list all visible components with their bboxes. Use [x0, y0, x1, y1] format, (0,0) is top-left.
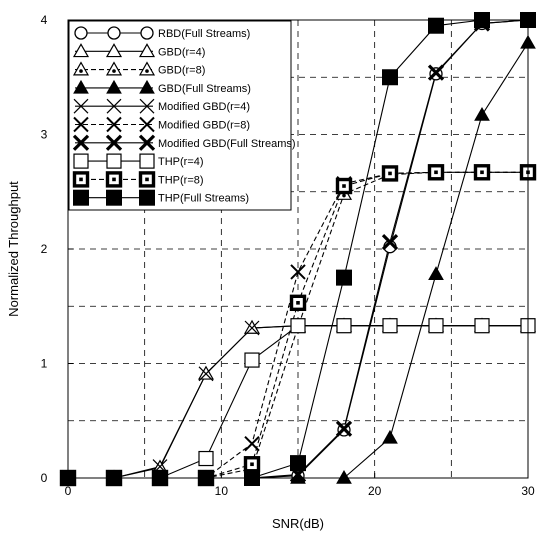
data-point-marker: [73, 116, 89, 133]
data-point-marker: [74, 26, 88, 40]
x-tick-label: 0: [65, 484, 72, 498]
data-point-marker: [243, 456, 261, 473]
data-point-marker: [139, 98, 155, 114]
data-point-marker: [382, 69, 398, 86]
data-point-marker: [290, 264, 306, 280]
legend-label: GBD(r=8): [158, 65, 205, 77]
data-point-marker: [474, 318, 490, 334]
data-point-marker: [382, 429, 398, 444]
y-tick-label: 4: [41, 13, 48, 27]
data-point-marker: [72, 61, 90, 76]
data-point-marker: [73, 79, 89, 94]
data-point-marker: [72, 171, 90, 188]
y-tick-label: 0: [41, 471, 48, 485]
legend-label: RBD(Full Streams): [158, 28, 250, 40]
data-point-marker: [106, 98, 122, 114]
x-tick-label: 30: [521, 484, 535, 498]
data-point-marker: [244, 352, 260, 368]
legend-label: Modified GBD(Full Streams): [158, 138, 296, 150]
legend-label: Modified GBD(r=4): [158, 101, 250, 113]
y-tick-label: 1: [41, 357, 48, 371]
y-axis-label: Normalized Throughput: [6, 181, 21, 317]
data-point-marker: [107, 26, 121, 40]
data-point-marker: [106, 153, 122, 169]
data-point-marker: [473, 164, 491, 181]
data-point-marker: [336, 269, 352, 286]
data-point-marker: [105, 43, 123, 58]
data-point-marker: [106, 79, 122, 94]
data-point-marker: [335, 177, 353, 195]
legend: RBD(Full Streams) GBD(r=4) GBD(r=8) GBD(Ful…: [68, 20, 296, 211]
y-tick-label: 2: [41, 242, 48, 256]
legend-entry: THP(r=8): [72, 171, 204, 188]
data-point-marker: [336, 469, 352, 484]
data-point-marker: [381, 233, 399, 251]
x-tick-label: 20: [368, 484, 382, 498]
data-point-marker: [105, 61, 123, 76]
x-tick-label: 10: [215, 484, 229, 498]
data-point-marker: [138, 134, 156, 151]
data-point-marker: [106, 189, 122, 206]
data-point-marker: [138, 171, 156, 188]
legend-entry: THP(Full Streams): [73, 189, 249, 206]
data-point-marker: [72, 134, 90, 151]
data-point-marker: [139, 116, 155, 133]
x-axis-label: SNR(dB): [272, 516, 324, 531]
data-point-marker: [382, 318, 398, 334]
legend-label: GBD(Full Streams): [158, 83, 251, 95]
legend-entry: THP(r=4): [73, 153, 204, 169]
data-point-marker: [105, 134, 123, 151]
legend-entry: GBD(Full Streams): [73, 79, 251, 95]
data-point-marker: [198, 366, 214, 382]
data-point-marker: [106, 116, 122, 133]
legend-label: THP(Full Streams): [158, 193, 249, 205]
data-point-marker: [243, 319, 261, 334]
data-point-marker: [428, 266, 444, 280]
legend-entry: Modified GBD(Full Streams): [72, 134, 296, 151]
data-point-marker: [73, 189, 89, 206]
data-point-marker: [336, 318, 352, 334]
data-point-marker: [474, 107, 490, 121]
legend-entry: Modified GBD(r=4): [73, 98, 250, 114]
legend-label: THP(r=4): [158, 156, 204, 168]
legend-entry: RBD(Full Streams): [74, 26, 250, 40]
data-point-marker: [428, 318, 444, 334]
data-point-marker: [139, 189, 155, 206]
data-point-marker: [197, 365, 215, 380]
data-point-marker: [381, 165, 399, 182]
axis-ticks: 0 10 20 30 0 1 2 3 4: [41, 13, 535, 498]
data-point-marker: [244, 320, 260, 336]
data-point-marker: [335, 420, 353, 437]
data-point-marker: [244, 435, 260, 452]
legend-label: THP(r=8): [158, 174, 204, 186]
data-point-marker: [198, 450, 214, 467]
series-markers-9: [59, 164, 537, 487]
legend-entry: GBD(r=4): [72, 43, 205, 58]
legend-entry: GBD(r=8): [72, 61, 205, 77]
legend-entry: Modified GBD(r=8): [73, 116, 250, 133]
data-point-marker: [73, 153, 89, 169]
data-point-marker: [139, 79, 155, 94]
data-point-marker: [105, 171, 123, 188]
data-point-marker: [73, 98, 89, 114]
data-point-marker: [427, 64, 445, 81]
data-point-marker: [290, 455, 306, 472]
data-point-marker: [72, 43, 90, 58]
data-point-marker: [428, 17, 444, 34]
data-point-marker: [289, 294, 307, 312]
data-point-marker: [139, 153, 155, 169]
data-point-marker: [138, 61, 156, 76]
y-tick-label: 3: [41, 128, 48, 142]
data-point-marker: [138, 43, 156, 58]
legend-label: Modified GBD(r=8): [158, 120, 250, 132]
legend-label: GBD(r=4): [158, 46, 205, 58]
data-point-marker: [427, 164, 445, 181]
data-point-marker: [140, 26, 154, 40]
data-point-marker: [290, 318, 306, 334]
